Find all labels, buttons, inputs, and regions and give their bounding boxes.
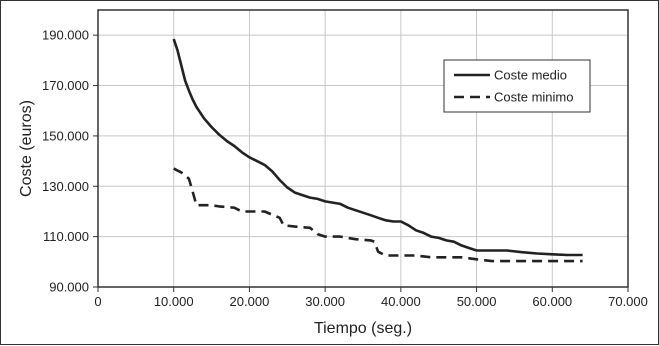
legend-label-coste-medio: Coste medio <box>494 68 567 83</box>
y-tick-label: 130.000 <box>42 179 89 194</box>
x-tick-label: 50.000 <box>457 294 497 309</box>
series-line-coste-minimo <box>173 167 583 263</box>
y-tick-label: 170.000 <box>42 78 89 93</box>
x-tick-label: 60.000 <box>532 294 572 309</box>
legend-box <box>443 59 591 113</box>
plot-area-frame <box>97 9 629 288</box>
series-line-coste-medio <box>172 38 583 257</box>
x-tick-label: 40.000 <box>381 294 421 309</box>
x-tick-label: 20.000 <box>230 294 270 309</box>
x-tick-label: 10.000 <box>154 294 194 309</box>
y-tick-label: 150.000 <box>42 128 89 143</box>
y-tick-label: 90.000 <box>49 280 89 295</box>
x-tick-label: 30.000 <box>305 294 345 309</box>
x-tick-label: 70.000 <box>608 294 648 309</box>
legend-label-coste-minimo: Coste minimo <box>494 90 573 105</box>
y-tick-label: 110.000 <box>43 229 89 244</box>
y-axis-title: Coste (euros) <box>18 100 35 197</box>
axis-ticks: 0 10.000 20.000 30.000 40.000 50.000 60.000 70.… <box>42 28 648 309</box>
x-axis-title: Tiempo (seg.) <box>314 320 412 337</box>
y-tick-label: 190.000 <box>42 28 89 43</box>
legend: Coste medio Coste minimo <box>443 59 591 113</box>
series-lines <box>172 38 583 263</box>
x-tick-label: 0 <box>94 294 101 309</box>
